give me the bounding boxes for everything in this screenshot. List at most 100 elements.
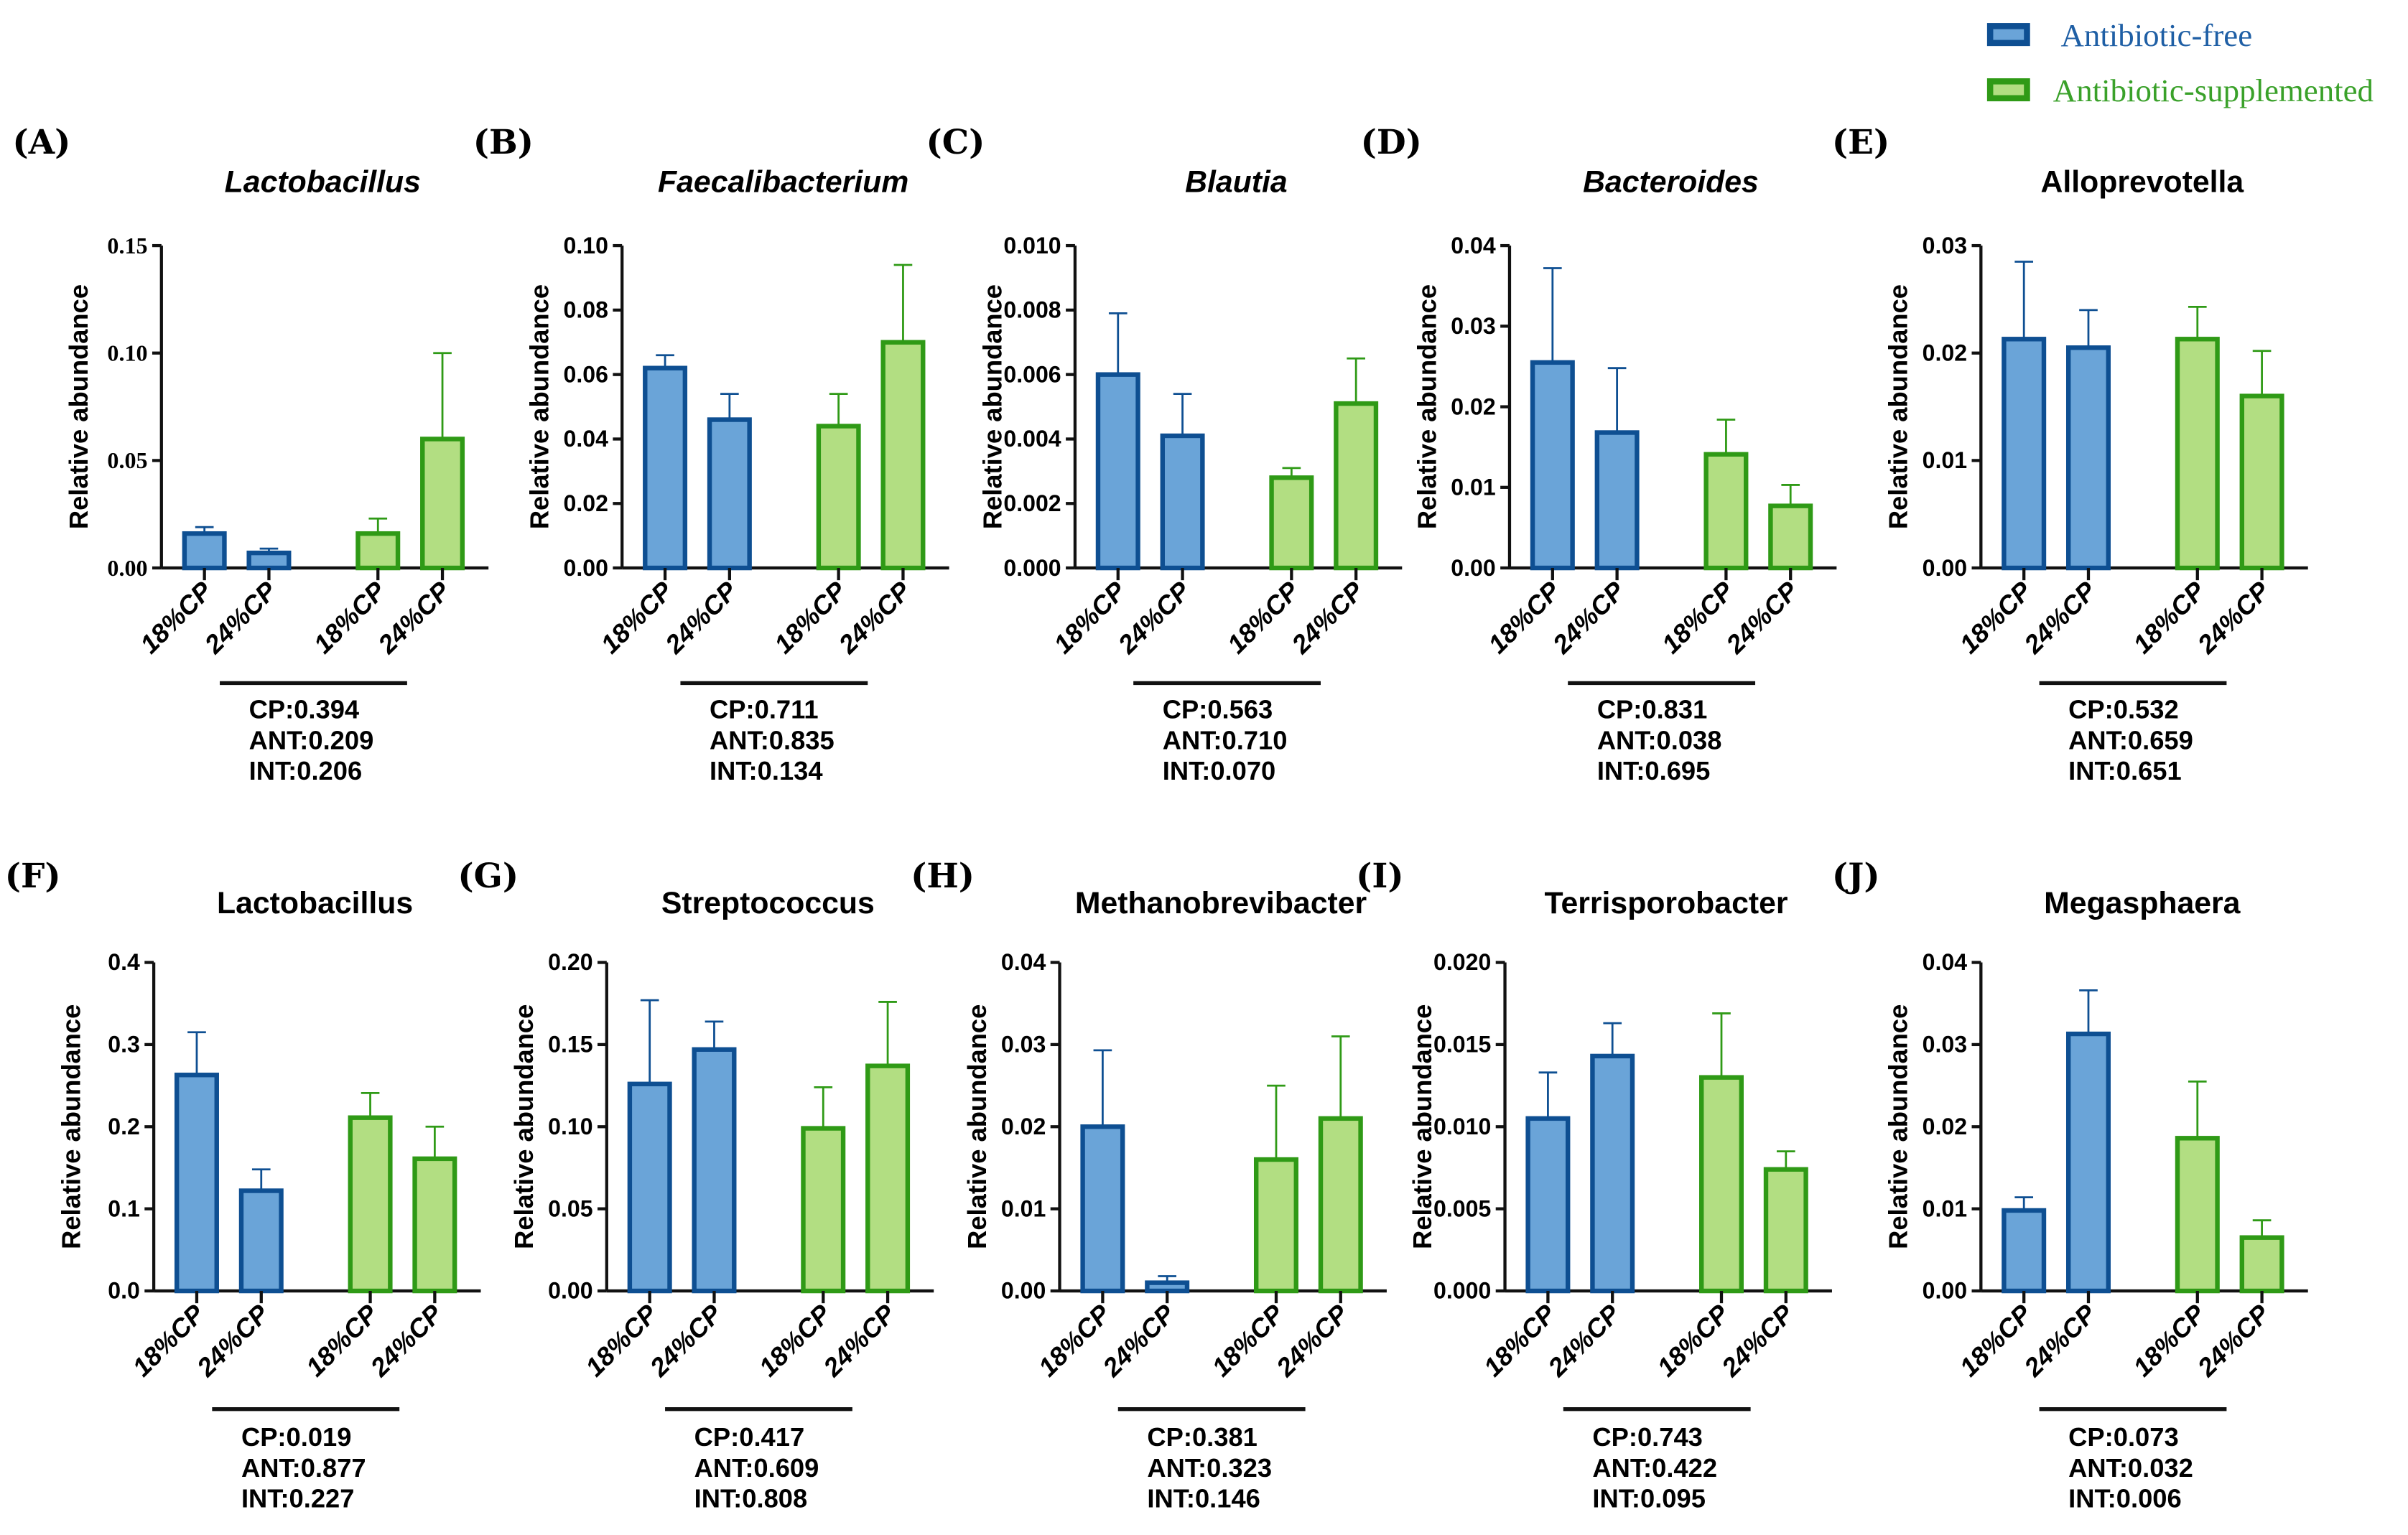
y-tick-label: 0.015 <box>1433 1032 1491 1058</box>
x-tick-label: 18%CP <box>1656 575 1740 659</box>
stat-ant: ANT:0.710 <box>1163 725 1288 755</box>
bar <box>2065 345 2111 571</box>
x-tick-label: 24%CP <box>817 1298 901 1382</box>
y-tick-label: 0.04 <box>1451 233 1496 258</box>
x-tick-label: 24%CP <box>364 1298 448 1382</box>
y-axis-label: Relative abundance <box>1884 284 1913 529</box>
y-tick-label: 0.02 <box>1923 1114 1967 1139</box>
y-tick-label: 0.02 <box>564 490 608 516</box>
chart-title: Lactobacillus <box>217 886 413 920</box>
bar <box>643 365 688 571</box>
x-tick-label: 18%CP <box>768 575 852 659</box>
bar <box>1590 1053 1635 1294</box>
stat-cp: CP:0.563 <box>1163 695 1273 724</box>
stat-cp: CP:0.831 <box>1597 695 1707 724</box>
y-tick-label: 0.00 <box>1923 1278 1967 1304</box>
stat-ant: ANT:0.038 <box>1597 725 1722 755</box>
y-tick-label: 0.1 <box>108 1195 140 1221</box>
bar <box>2002 337 2047 571</box>
stat-int: INT:0.070 <box>1163 756 1276 785</box>
y-tick-label: 0.04 <box>564 426 609 452</box>
bar <box>420 437 465 571</box>
y-tick-label: 0.03 <box>1923 1032 1967 1058</box>
x-tick-label: 24%CP <box>2191 1298 2275 1382</box>
chart-title: Bacteroides <box>1583 164 1759 199</box>
x-tick-label: 18%CP <box>753 1298 837 1382</box>
bar <box>1095 372 1140 571</box>
y-tick-label: 0.04 <box>1001 949 1046 975</box>
stat-int: INT:0.006 <box>2068 1484 2182 1513</box>
stat-int: INT:0.651 <box>2068 756 2182 785</box>
x-tick-label: 18%CP <box>595 575 679 659</box>
chart-title: Lactobacillus <box>225 164 421 199</box>
y-tick-label: 0.01 <box>1923 1195 1967 1221</box>
stat-int: INT:0.227 <box>241 1484 355 1513</box>
panel-e: (E) Alloprevotella Relative abundance 0.00 0… <box>1832 123 2308 785</box>
y-tick-label: 0.06 <box>564 361 608 387</box>
y-tick-label: 0.00 <box>1923 555 1967 581</box>
x-tick-label: 24%CP <box>2018 1298 2102 1382</box>
y-tick-label: 0.10 <box>564 233 608 258</box>
y-axis-label: Relative abundance <box>525 284 554 529</box>
stat-int: INT:0.808 <box>694 1484 808 1513</box>
stat-ant: ANT:0.659 <box>2068 725 2193 755</box>
bar <box>1253 1157 1298 1294</box>
bar <box>182 531 227 571</box>
y-tick-label: 0.03 <box>1451 313 1495 339</box>
panel-d: (D) Bacteroides Relative abundance 0.00 0.01… <box>1361 123 1837 785</box>
chart-title: Alloprevotella <box>2040 164 2244 199</box>
y-tick-label: 0.01 <box>1923 447 1967 473</box>
panel-j: (J) Megasphaera Relative abundance 0.00 0.01… <box>1832 857 2308 1513</box>
panel-label: (D) <box>1361 123 1422 162</box>
x-tick-label: 18%CP <box>300 1298 384 1382</box>
bar <box>1080 1124 1125 1294</box>
bar <box>1145 1280 1190 1294</box>
chart-title: Blautia <box>1185 164 1288 199</box>
y-tick-label: 0.08 <box>564 297 608 323</box>
y-tick-label: 0.04 <box>1923 949 1968 975</box>
x-tick-label: 18%CP <box>2127 1298 2211 1382</box>
bar <box>627 1081 672 1294</box>
y-tick-label: 0.15 <box>548 1032 592 1058</box>
chart-title: Streptococcus <box>661 886 875 920</box>
y-axis-label: Relative abundance <box>962 1004 992 1249</box>
y-axis-label: Relative abundance <box>64 284 93 529</box>
legend-item-antibiotic-free: Antibiotic-free <box>1986 17 2252 53</box>
bar <box>707 417 752 571</box>
panel-a: (A) Lactobacillus Relative abundance 0.00 0.… <box>12 123 489 785</box>
bar <box>1768 503 1813 571</box>
y-tick-label: 0.00 <box>1451 555 1495 581</box>
panel-f: (F) Lactobacillus Relative abundance 0.0 0.1… <box>5 857 481 1513</box>
bar <box>880 340 926 571</box>
x-tick-label: 18%CP <box>1651 1298 1735 1382</box>
bar <box>2002 1208 2047 1294</box>
y-tick-label: 0.15 <box>107 233 147 258</box>
stat-cp: CP:0.381 <box>1147 1422 1257 1452</box>
y-tick-label: 0.10 <box>107 340 147 365</box>
y-tick-label: 0.03 <box>1923 233 1967 258</box>
y-tick-label: 0.00 <box>564 555 608 581</box>
bar <box>2239 393 2284 571</box>
y-tick-label: 0.01 <box>1001 1195 1046 1221</box>
chart-title: Faecalibacterium <box>658 164 908 199</box>
y-tick-label: 0.01 <box>1451 475 1495 500</box>
y-tick-label: 0.4 <box>108 949 140 975</box>
x-tick-label: 18%CP <box>126 1298 210 1382</box>
x-tick-label: 24%CP <box>2018 575 2102 659</box>
y-tick-label: 0.00 <box>548 1278 592 1304</box>
panel-label: (C) <box>926 123 985 162</box>
legend-label: Antibiotic-supplemented <box>2053 73 2374 108</box>
stat-cp: CP:0.394 <box>249 695 360 724</box>
chart-title: Megasphaera <box>2044 886 2241 920</box>
panel-label: (F) <box>5 857 61 896</box>
y-tick-label: 0.005 <box>1433 1195 1491 1221</box>
bar <box>865 1063 911 1294</box>
bar <box>238 1188 284 1294</box>
stat-cp: CP:0.073 <box>2068 1422 2178 1452</box>
x-tick-label: 24%CP <box>1112 575 1196 659</box>
stat-ant: ANT:0.422 <box>1592 1453 1717 1483</box>
stat-ant: ANT:0.323 <box>1147 1453 1272 1483</box>
x-tick-label: 24%CP <box>190 1298 274 1382</box>
